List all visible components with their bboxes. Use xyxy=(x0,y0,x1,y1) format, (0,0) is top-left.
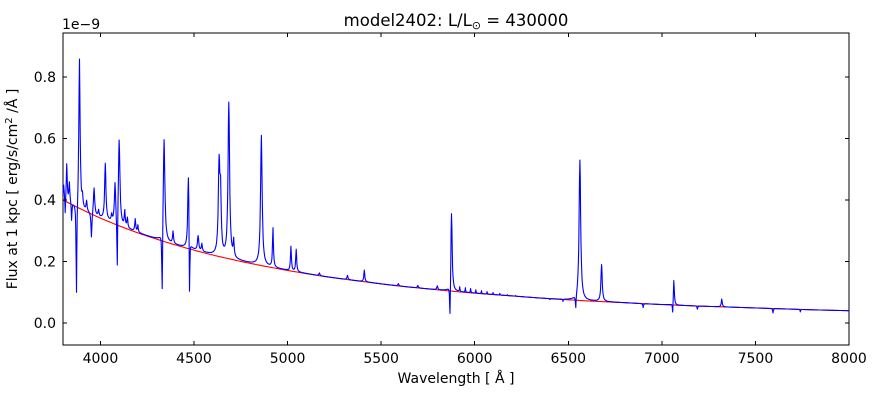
x-tick-label: 6500 xyxy=(550,351,586,367)
x-tick-label: 6000 xyxy=(457,351,493,367)
x-tick-label: 8000 xyxy=(831,351,867,367)
y-axis-label: Flux at 1 kpc [ erg/s/cm2 /Å ] xyxy=(4,89,21,290)
x-tick-label: 7000 xyxy=(644,351,680,367)
x-tick-label: 5000 xyxy=(270,351,306,367)
x-tick-label: 5500 xyxy=(363,351,399,367)
spectrum-line xyxy=(62,58,850,314)
x-tick-label: 4500 xyxy=(176,351,212,367)
plot-frame xyxy=(62,32,850,346)
plot-title: model2402: L/L⊙ = 430000 xyxy=(344,11,569,32)
y-tick-label: 0.0 xyxy=(34,316,56,332)
y-axis-offset-text: 1e−9 xyxy=(62,17,100,33)
y-tick-label: 0.8 xyxy=(34,70,56,86)
y-tick-label: 0.2 xyxy=(34,255,56,271)
axis-tick-labels: 4000 4500 5000 5500 6000 6500 7000 7500 8000 0.0 0… xyxy=(34,70,867,367)
y-tick-label: 0.6 xyxy=(34,131,56,147)
x-tick-label: 7500 xyxy=(738,351,774,367)
continuum-line xyxy=(62,199,849,312)
y-tick-label: 0.4 xyxy=(34,193,56,209)
x-axis-label: Wavelength [ Å ] xyxy=(398,370,515,387)
axis-ticks xyxy=(63,33,850,345)
x-tick-label: 4000 xyxy=(83,351,119,367)
plot-series xyxy=(62,58,850,314)
